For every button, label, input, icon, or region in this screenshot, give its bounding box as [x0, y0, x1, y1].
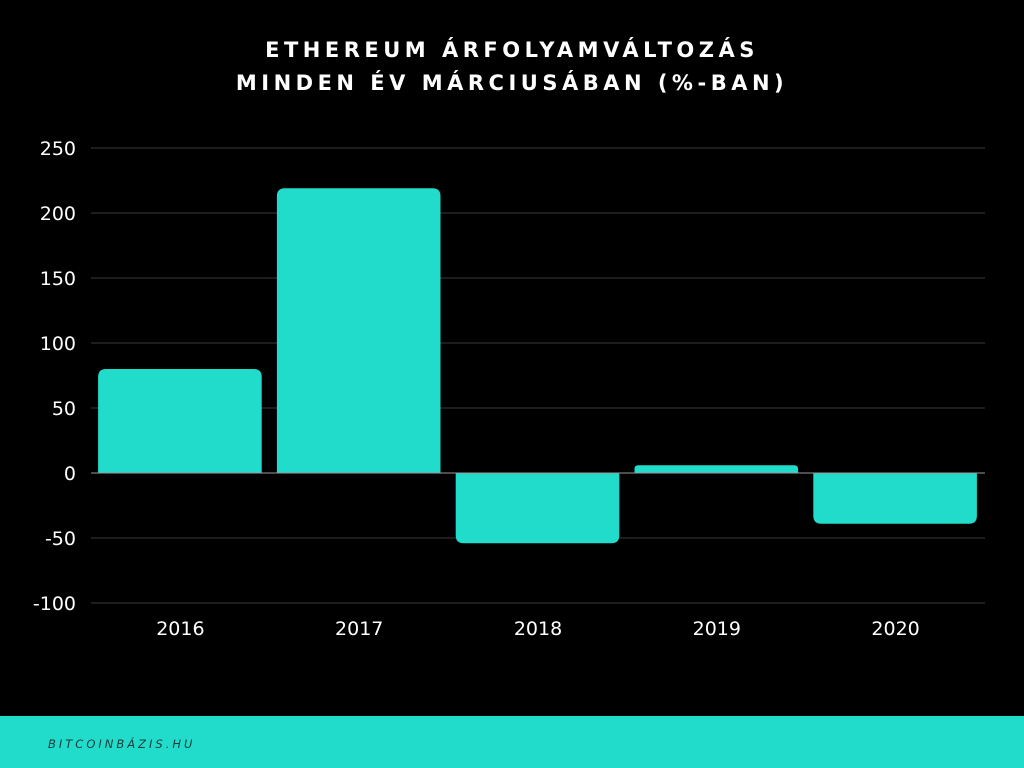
- y-tick-label: 0: [64, 463, 76, 485]
- y-axis-ticks: 250 200 150 100 50 0 -50 -100: [33, 138, 76, 615]
- bar-2016: [98, 369, 262, 473]
- x-tick-label: 2020: [871, 618, 919, 640]
- bar-2020: [813, 473, 977, 524]
- footer-bar: BITCOINBÁZIS.HU: [0, 716, 1024, 768]
- y-tick-label: 50: [52, 398, 76, 420]
- y-tick-label: 250: [40, 138, 76, 160]
- x-tick-label: 2017: [335, 618, 383, 640]
- x-tick-label: 2016: [156, 618, 204, 640]
- chart-bars: [98, 188, 977, 544]
- y-tick-label: 100: [40, 333, 76, 355]
- x-tick-label: 2018: [514, 618, 562, 640]
- chart-title-line2: MINDEN ÉV MÁRCIUSÁBAN (%-BAN): [235, 71, 789, 95]
- footer-site-name: BITCOINBÁZIS.HU: [48, 737, 196, 751]
- bar-2017: [276, 188, 441, 474]
- bar-2019: [634, 465, 799, 473]
- x-tick-label: 2019: [693, 618, 741, 640]
- bar-2018: [455, 473, 620, 544]
- x-axis-ticks: 2016 2017 2018 2019 2020: [156, 618, 920, 640]
- y-tick-label: -100: [33, 593, 76, 615]
- y-tick-label: 150: [40, 268, 76, 290]
- y-tick-label: -50: [45, 528, 76, 550]
- y-tick-label: 200: [40, 203, 76, 225]
- chart-title-line1: ETHEREUM ÁRFOLYAMVÁLTOZÁS: [265, 38, 759, 62]
